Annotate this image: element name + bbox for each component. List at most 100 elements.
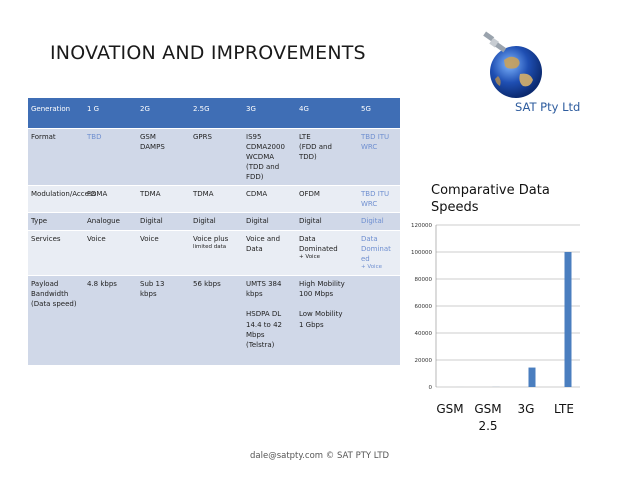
- data-speeds-bar-chart: 0 20000 40000 60000 80000 100000 120000 GSM GSM 2…: [411, 223, 580, 433]
- cell-line: FDD): [246, 173, 264, 182]
- cell-line: Data: [299, 234, 316, 243]
- cell-line: kbps: [246, 290, 263, 299]
- y-tick-label: 20000: [415, 358, 433, 364]
- cell-line: CDMA2000: [246, 142, 285, 151]
- cell-line: OFDM: [299, 190, 320, 199]
- cell-line: ed: [361, 254, 370, 263]
- cell-line: 56 kbps: [193, 280, 221, 289]
- table-cell: TBD ITU WRC: [358, 185, 400, 214]
- cell-line: (TDD and: [246, 162, 280, 171]
- cell-note: + Voice: [299, 253, 320, 260]
- table-cell: GSM DAMPS: [137, 128, 190, 187]
- cell-line: TDD): [299, 152, 317, 161]
- row-label: Type: [28, 212, 84, 231]
- table-row: Type Analogue Digital Digital Digital Digital…: [28, 212, 400, 231]
- cell-note: limited data: [193, 243, 227, 250]
- footer-copyright: dale@satpty.com © SAT PTY LTD: [250, 451, 390, 461]
- cell-line: TBD ITU: [361, 190, 390, 199]
- table-row: Format TBD GSM DAMPS GPRS IS95 CDMA2000 WCDMA (T…: [28, 128, 400, 187]
- cell-line: [299, 299, 355, 309]
- table-cell: TDMA: [190, 185, 243, 214]
- chart-bar: [564, 252, 572, 387]
- cell-line: DAMPS: [140, 142, 165, 151]
- table-cell: Digital: [137, 212, 190, 231]
- cell-line: FDMA: [87, 190, 108, 199]
- table-cell: OFDM: [296, 185, 358, 214]
- table-header-cell: 2G: [137, 98, 190, 129]
- table-cell: Analogue: [84, 212, 137, 231]
- table-header-cell: 3G: [243, 98, 296, 129]
- x-tick-label: GSM: [436, 402, 463, 416]
- cell-line: Voice and: [246, 234, 281, 243]
- cell-line: Data: [361, 234, 378, 243]
- y-tick-label: 120000: [411, 223, 432, 229]
- cell-line: Voice plus: [193, 234, 229, 243]
- table-cell: TBD ITU WRC: [358, 128, 400, 187]
- table-cell: TDMA: [137, 185, 190, 214]
- cell-line: Voice: [87, 234, 106, 243]
- cell-line: WRC: [361, 200, 378, 209]
- table-header-cell: 1 G: [84, 98, 137, 129]
- table-cell: TBD: [84, 128, 137, 187]
- cell-line: WRC: [361, 142, 378, 151]
- table-cell: Voice: [84, 230, 137, 277]
- table-cell: Voice and Data: [243, 230, 296, 277]
- brand-name: SAT Pty Ltd: [515, 100, 581, 114]
- cell-line: Dominated: [299, 244, 338, 253]
- cell-line: Digital: [140, 217, 163, 226]
- cell-line: 4.8 kbps: [87, 280, 117, 289]
- row-label: Payload Bandwidth (Data speed): [28, 275, 84, 367]
- cell-line: LTE: [299, 132, 311, 141]
- cell-line: 100 Mbps: [299, 290, 334, 299]
- cell-line: GPRS: [193, 132, 212, 141]
- row-label: Modulation/Access: [28, 185, 96, 214]
- table-cell: 56 kbps: [190, 275, 243, 367]
- cell-line: 14.4 to 42: [246, 320, 282, 329]
- table-header-cell: 2.5G: [190, 98, 243, 129]
- table-header-row: Generation 1 G 2G 2.5G 3G 4G 5G: [28, 98, 400, 129]
- table-cell: Voice: [137, 230, 190, 277]
- cell-note: + Voice: [361, 264, 382, 271]
- cell-line: Sub 13: [140, 280, 165, 289]
- cell-line: 1 Gbps: [299, 320, 324, 329]
- table-cell: IS95 CDMA2000 WCDMA (TDD and FDD): [243, 128, 296, 187]
- table-header-cell: 4G: [296, 98, 358, 129]
- cell-line: High Mobility: [299, 280, 345, 289]
- cell-line: Digital: [361, 217, 384, 226]
- chart-bar: [528, 367, 536, 387]
- x-tick-label: GSM: [474, 402, 501, 416]
- table-cell: High Mobility 100 Mbps Low Mobility 1 Gbps: [296, 275, 358, 367]
- table-cell: Digital: [190, 212, 243, 231]
- cell-line: Digital: [299, 217, 322, 226]
- x-tick-label: 2.5: [478, 419, 497, 433]
- x-tick-label: 3G: [518, 402, 535, 416]
- table-body: Format TBD GSM DAMPS GPRS IS95 CDMA2000 WCDMA (T…: [28, 128, 400, 367]
- table-header-cell: Generation: [28, 98, 84, 129]
- cell-line: HSDPA DL: [246, 310, 282, 319]
- cell-line: Analogue: [87, 217, 120, 226]
- cell-line: [361, 279, 397, 289]
- slide-title: INOVATION AND IMPROVEMENTS: [50, 42, 366, 64]
- chart-title: Comparative Data Speeds: [431, 183, 550, 215]
- y-tick-label: 60000: [415, 304, 433, 310]
- table-cell: LTE (FDD and TDD): [296, 128, 358, 187]
- table-row: Modulation/Access FDMA TDMA TDMA CDMA OFDM TBD…: [28, 185, 400, 214]
- cell-line: (Telstra): [246, 340, 275, 349]
- table-cell: [358, 275, 400, 367]
- cell-line: TDMA: [140, 190, 161, 199]
- row-label: Services: [28, 230, 84, 277]
- table-cell: Voice plus limited data: [190, 230, 243, 277]
- table-cell: UMTS 384 kbps HSDPA DL 14.4 to 42 Mbps (Tels…: [243, 275, 296, 367]
- cell-line: Mbps: [246, 330, 265, 339]
- y-tick-label: 100000: [411, 250, 432, 256]
- cell-line: GSM: [140, 132, 156, 141]
- cell-line: Digital: [193, 217, 216, 226]
- cell-line: [246, 299, 293, 309]
- table-cell: GPRS: [190, 128, 243, 187]
- cell-line: (FDD and: [299, 142, 332, 151]
- y-tick-label: 80000: [415, 277, 433, 283]
- table-cell: Digital: [296, 212, 358, 231]
- table-row: Services Voice Voice Voice plus limited data…: [28, 230, 400, 277]
